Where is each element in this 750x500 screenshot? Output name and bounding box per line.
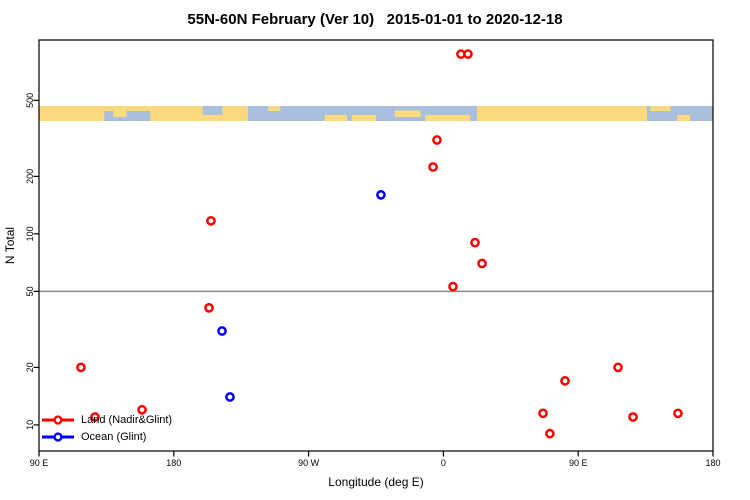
- legend: Land (Nadir&Glint) Ocean (Glint): [41, 411, 172, 445]
- y-axis-title: N Total: [3, 227, 17, 264]
- y-tick-label: 100: [25, 226, 35, 241]
- chart-title: 55N-60N February (Ver 10) 2015-01-01 to …: [187, 11, 563, 28]
- map-strip-land-patch: [394, 110, 421, 117]
- data-point-land: [448, 281, 458, 292]
- ocean-series-symbol-icon: [42, 431, 74, 442]
- map-strip-land-patch: [324, 115, 348, 121]
- data-point-land: [204, 302, 214, 313]
- map-strip-land-patch: [477, 106, 647, 121]
- x-axis-title: Longitude (deg E): [328, 475, 423, 489]
- data-point-land: [613, 362, 623, 373]
- map-strip-land-patch: [677, 115, 691, 121]
- data-point-land: [76, 362, 86, 373]
- data-point-land: [428, 162, 438, 172]
- map-strip-land-patch: [650, 106, 671, 111]
- x-tick-label: 0: [441, 458, 446, 468]
- data-point-land: [137, 404, 147, 415]
- map-strip-land-patch: [39, 106, 105, 121]
- y-tick-label: 200: [25, 169, 35, 184]
- map-strip-land-patch: [222, 106, 248, 121]
- legend-label-land: Land (Nadir&Glint): [81, 413, 173, 426]
- data-point-land: [628, 412, 638, 422]
- x-tick-label: 180: [705, 458, 720, 468]
- data-point-land: [538, 408, 548, 419]
- data-point-land: [463, 49, 473, 59]
- land-series-symbol-icon: [42, 414, 74, 425]
- data-point-land: [477, 258, 487, 269]
- map-strip-land-patch: [268, 106, 281, 111]
- map-strip-land-patch: [202, 115, 223, 121]
- y-tick-label: 20: [25, 362, 35, 372]
- data-point-ocean: [376, 190, 386, 200]
- x-tick-label: 180: [166, 458, 181, 468]
- x-tick-label: 90 E: [569, 458, 588, 468]
- y-tick-label: 10: [25, 420, 35, 430]
- y-tick-label: 50: [25, 286, 35, 296]
- legend-label-ocean: Ocean (Glint): [81, 430, 147, 443]
- map-strip-land-patch: [113, 110, 127, 117]
- legend-item-land: Land (Nadir&Glint): [41, 411, 172, 428]
- data-point-land: [206, 215, 216, 226]
- data-point-ocean: [217, 326, 227, 336]
- plot-border: [38, 39, 714, 452]
- data-point-ocean: [225, 392, 235, 402]
- map-strip-land-patch: [425, 115, 471, 121]
- x-tick-label: 90 W: [298, 458, 320, 468]
- map-strip-land-patch: [351, 115, 376, 121]
- y-tick-label: 500: [25, 93, 35, 108]
- legend-item-ocean: Ocean (Glint): [41, 428, 172, 445]
- data-point-land: [90, 412, 100, 422]
- data-point-land: [470, 237, 480, 248]
- data-point-land: [545, 428, 555, 439]
- map-strip-land-patch: [150, 106, 203, 121]
- map-strip-land-patch: [104, 106, 151, 111]
- data-point-land: [673, 408, 683, 419]
- x-tick-label: 90 E: [30, 458, 49, 468]
- data-point-land: [560, 376, 570, 386]
- data-point-land: [432, 135, 442, 145]
